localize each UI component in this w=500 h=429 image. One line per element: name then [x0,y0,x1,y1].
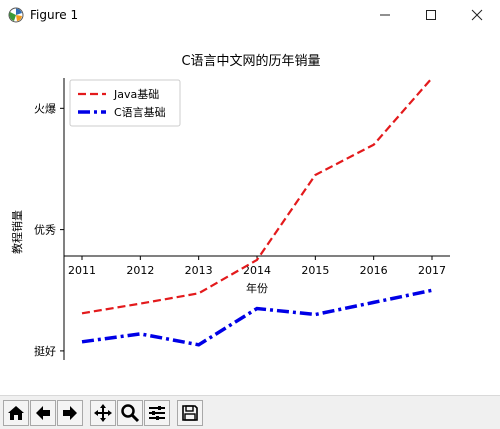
window-titlebar: Figure 1 [0,0,500,30]
forward-button[interactable] [57,399,83,426]
pan-button[interactable] [90,399,116,426]
chart-canvas: C语言中文网的历年销量 年份 教程销量 2011 2012 2013 2014 2015… [10,53,450,360]
close-button[interactable] [454,0,500,30]
y-tick-label: 优秀 [34,224,56,237]
minimize-button[interactable] [362,0,408,30]
legend-label: C语言基础 [114,106,166,119]
window-title: Figure 1 [30,8,79,22]
configure-subplots-icon [149,405,165,420]
configure-subplots-button[interactable] [144,399,170,426]
close-icon [471,9,483,21]
series-layer [81,77,433,347]
home-icon [8,405,24,420]
zoom-icon [121,403,140,422]
x-tick-label: 2013 [185,264,213,277]
pan-icon [94,403,112,422]
back-button[interactable] [30,399,56,426]
x-tick-label: 2015 [301,264,329,277]
zoom-button[interactable] [117,399,143,426]
chart-title: C语言中文网的历年销量 [181,53,320,69]
series-line-2 [81,288,433,347]
y-tick-label: 火爆 [34,101,56,115]
home-button[interactable] [3,399,29,426]
y-tick-label: 挺好 [34,344,56,358]
matplotlib-icon [8,7,24,23]
maximize-icon [426,10,436,20]
legend: Java基础 C语言基础 [69,79,181,127]
series-line-1 [81,77,433,315]
axes: 2011 2012 2013 2014 2015 2016 2017 挺好 优秀 火爆 [34,78,450,360]
save-button[interactable] [177,399,203,426]
minimize-icon [380,14,390,16]
maximize-button[interactable] [408,0,454,30]
x-tick-label: 2017 [418,264,446,277]
legend-box [69,79,181,127]
x-tick-label: 2016 [360,264,388,277]
y-axis-label: 教程销量 [10,210,24,254]
x-tick-label: 2012 [126,264,154,277]
forward-icon [63,405,77,420]
back-icon [36,405,50,420]
legend-label: Java基础 [113,88,159,101]
navigation-toolbar [0,395,500,429]
x-tick-label: 2014 [243,264,271,277]
x-axis-label: 年份 [246,281,268,295]
save-icon [182,404,198,421]
x-tick-label: 2011 [68,264,96,277]
